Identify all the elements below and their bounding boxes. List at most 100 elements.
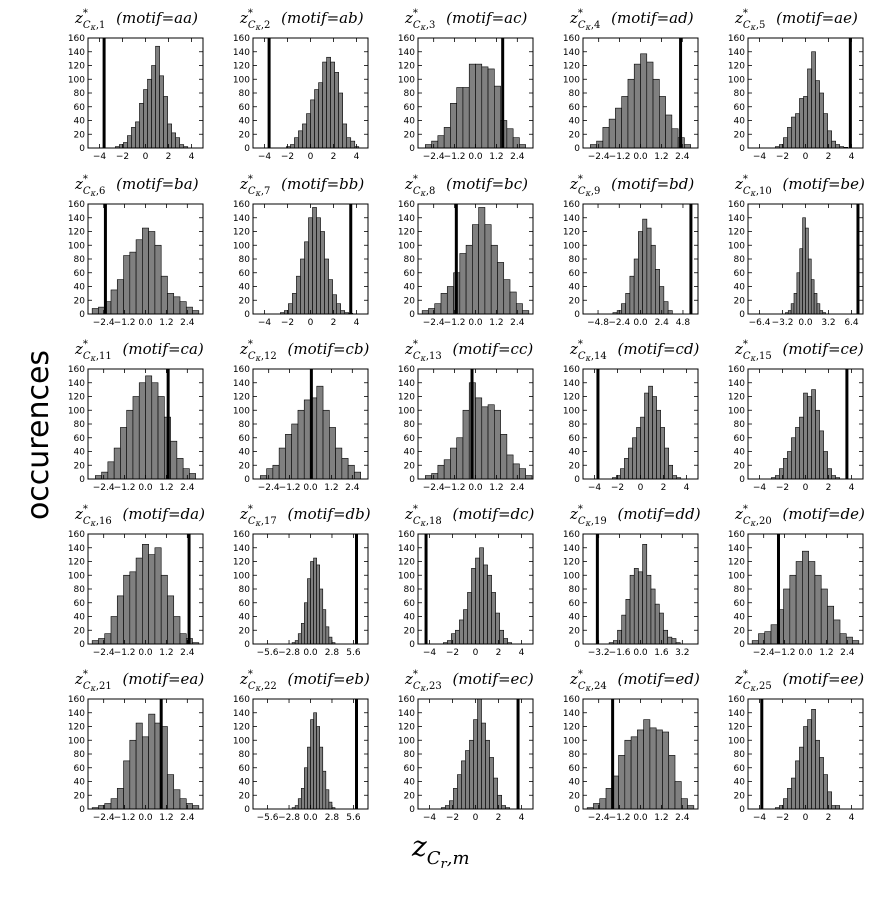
y-tick-label: 140 — [728, 48, 745, 58]
x-tick-label: −4 — [258, 318, 272, 328]
y-tick-label: 0 — [739, 640, 745, 650]
histogram-bar — [506, 128, 514, 149]
panel-title: z* Cκ,9 (motif=bd) — [569, 174, 694, 198]
histogram-bar — [304, 767, 308, 810]
histogram-bar — [318, 82, 323, 149]
y-tick-label: 140 — [398, 48, 415, 58]
y-tick-label: 100 — [68, 75, 85, 85]
y-tick-label: 100 — [68, 241, 85, 251]
histogram-bar — [297, 409, 305, 480]
y-tick-label: 20 — [74, 296, 86, 306]
title-subsub: κ — [585, 684, 592, 693]
y-tick-label: 80 — [239, 585, 251, 595]
histogram-bar — [147, 78, 152, 149]
histogram-bar — [425, 144, 432, 149]
y-tick-label: 80 — [569, 420, 581, 430]
x-tick-label: −1.2 — [444, 152, 466, 162]
histogram-bar — [143, 89, 148, 149]
title-symbol: z — [569, 505, 578, 523]
histogram-bar — [123, 760, 131, 810]
title-index: ,10 — [756, 186, 772, 197]
x-tick-label: 0.0 — [633, 813, 648, 823]
x-tick-label: −4.8 — [587, 318, 609, 328]
y-tick-label: 100 — [398, 241, 415, 251]
histogram-bar — [135, 557, 143, 645]
histogram-bar — [304, 241, 309, 315]
histogram-bar — [810, 279, 815, 315]
y-tick-label: 80 — [569, 585, 581, 595]
histogram-bar — [795, 760, 800, 810]
panel-title: z* Cκ,8 (motif=bc) — [404, 174, 528, 198]
y-tick-label: 60 — [239, 434, 251, 444]
x-tick-label: −2 — [281, 318, 294, 328]
y-tick-label: 60 — [734, 434, 746, 444]
y-tick-label: 140 — [68, 544, 85, 554]
x-tick-label: 2.8 — [325, 648, 340, 658]
histogram-bar — [145, 375, 153, 480]
title-star: * — [83, 174, 88, 185]
y-tick-label: 80 — [74, 255, 86, 265]
histogram-bar — [590, 144, 597, 149]
histogram-bar — [126, 409, 134, 480]
title-motif: (motif=db) — [283, 505, 371, 523]
title-sub: C — [83, 351, 91, 362]
x-tick-label: 0.0 — [633, 648, 648, 658]
histogram-bar — [335, 447, 343, 480]
title-star: * — [248, 174, 253, 185]
histogram-bar — [793, 293, 798, 315]
y-tick-label: 0 — [409, 310, 415, 320]
y-tick-label: 160 — [68, 695, 85, 705]
y-tick-label: 60 — [239, 269, 251, 279]
histogram-bar — [633, 63, 641, 149]
histogram-bar — [663, 629, 668, 645]
title-motif: (motif=ae) — [771, 9, 858, 27]
y-tick-label: 80 — [404, 89, 416, 99]
title-motif: (motif=cd) — [613, 340, 700, 358]
histogram-bar — [120, 427, 127, 480]
title-index: ,16 — [96, 516, 112, 527]
y-tick-label: 80 — [404, 420, 416, 430]
histogram-bar — [506, 454, 514, 480]
y-tick-label: 80 — [404, 585, 416, 595]
y-tick-label: 60 — [404, 599, 416, 609]
title-index: ,23 — [426, 681, 442, 692]
histogram-bar — [322, 770, 327, 810]
y-tick-label: 100 — [563, 571, 580, 581]
title-motif: (motif=da) — [118, 505, 205, 523]
histogram-bar — [835, 805, 841, 810]
histogram-bar — [110, 798, 118, 810]
x-tick-label: −2.4 — [423, 152, 445, 162]
title-sub: C — [248, 516, 256, 527]
histogram-bar — [425, 475, 432, 480]
title-subsub: κ — [585, 189, 592, 198]
title-sub: C — [83, 516, 91, 527]
y-tick-label: 80 — [239, 750, 251, 760]
histogram-bar — [659, 286, 665, 315]
title-motif: (motif=dc) — [448, 505, 535, 523]
y-tick-label: 80 — [239, 420, 251, 430]
histogram-bar — [789, 574, 797, 645]
histogram-bar — [159, 75, 164, 149]
x-tick-label: 0 — [308, 152, 314, 162]
histogram-bar — [290, 144, 295, 149]
y-tick-label: 0 — [244, 144, 250, 154]
histogram-bar — [795, 113, 800, 149]
histogram-bar — [453, 788, 458, 810]
histogram-bar — [132, 396, 140, 480]
panel-title: z* Cκ,14 (motif=cd) — [569, 339, 700, 363]
histogram-bar — [787, 451, 792, 480]
y-tick-label: 20 — [404, 461, 416, 471]
x-tick-label: 4 — [849, 152, 855, 162]
x-tick-label: 5.6 — [346, 813, 361, 823]
y-tick-label: 120 — [728, 558, 745, 568]
title-sub: C — [248, 351, 256, 362]
y-tick-label: 40 — [734, 448, 746, 458]
panel-title: z* Cκ,23 (motif=ec) — [404, 669, 534, 693]
x-tick-label: 1.2 — [489, 152, 503, 162]
x-tick-label: 4 — [849, 483, 855, 493]
x-tick-label: 2.4 — [510, 483, 525, 493]
title-index: ,14 — [591, 351, 607, 362]
x-tick-label: −5.6 — [257, 813, 279, 823]
y-tick-label: 100 — [398, 406, 415, 416]
y-tick-label: 60 — [734, 269, 746, 279]
